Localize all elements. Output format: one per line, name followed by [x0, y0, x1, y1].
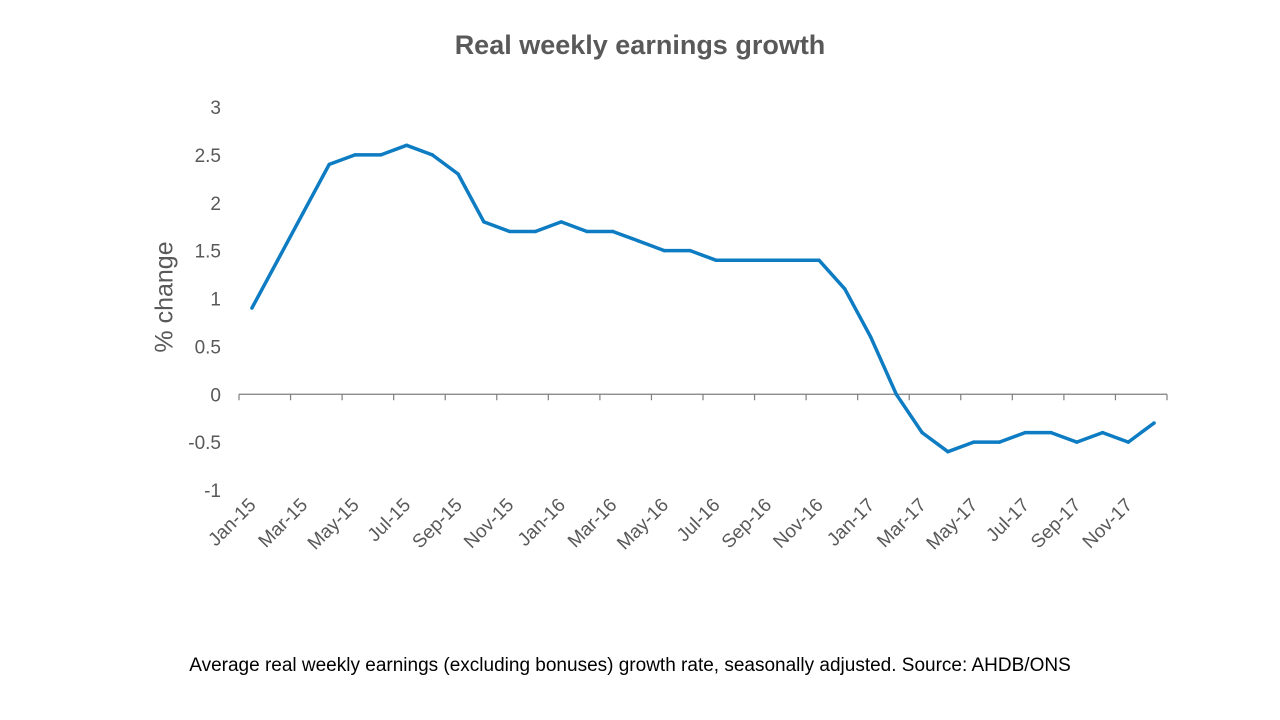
- x-tick-label: Nov-16: [769, 495, 827, 553]
- data-point: [868, 335, 873, 339]
- data-point: [327, 162, 331, 167]
- data-point: [430, 153, 435, 157]
- x-tick-label: Mar-16: [564, 495, 621, 552]
- data-point: [1100, 430, 1105, 435]
- data-point: [1023, 430, 1027, 435]
- y-tick-label: 1: [210, 290, 221, 311]
- x-tick-label: May-17: [923, 495, 983, 555]
- data-point: [533, 229, 538, 234]
- y-tick-label: -1: [204, 481, 221, 502]
- data-point: [791, 258, 795, 262]
- data-point: [714, 258, 718, 262]
- x-tick-label: Jul-16: [673, 495, 724, 546]
- y-tick-label: 3: [210, 98, 221, 119]
- x-tick-label: Sep-17: [1027, 495, 1085, 553]
- chart-title: Real weekly earnings growth: [454, 30, 826, 60]
- x-tick-label: Sep-15: [409, 495, 467, 553]
- data-point: [559, 220, 563, 224]
- y-axis-ticks: 3 2.5 2 1.5 1 0.5 0 -0.5 -1: [188, 98, 221, 502]
- x-tick-label: Jan-16: [514, 495, 570, 551]
- x-tick-label: May-16: [613, 495, 673, 555]
- data-point: [1049, 430, 1053, 435]
- x-tick-label: Nov-15: [460, 495, 518, 553]
- data-point: [301, 210, 306, 215]
- x-tick-label: Jan-17: [823, 495, 879, 551]
- x-axis: [238, 393, 1168, 401]
- x-tick-label: Jan-15: [205, 495, 261, 551]
- data-point: [739, 258, 744, 262]
- data-point: [997, 440, 1002, 444]
- data-point: [353, 153, 357, 157]
- data-point: [379, 153, 383, 157]
- data-point: [662, 248, 667, 253]
- data-point: [250, 306, 254, 310]
- data-point: [817, 258, 821, 262]
- x-tick-label: Mar-17: [873, 495, 930, 552]
- data-point: [843, 287, 847, 291]
- data-point: [611, 229, 615, 234]
- y-tick-label: 0.5: [195, 337, 221, 358]
- series-group: [250, 143, 1156, 454]
- chart-caption: Average real weekly earnings (excluding …: [189, 655, 1071, 676]
- y-tick-label: 1.5: [195, 242, 221, 263]
- data-point: [404, 143, 409, 147]
- y-tick-label: -0.5: [188, 433, 221, 454]
- y-tick-label: 2.5: [195, 146, 221, 167]
- data-point: [1152, 421, 1156, 425]
- series-line: [250, 143, 1156, 454]
- x-tick-label: Jul-15: [364, 495, 415, 546]
- data-point: [688, 248, 692, 253]
- data-point: [636, 239, 641, 243]
- data-point: [585, 229, 589, 234]
- data-point: [456, 172, 460, 176]
- x-tick-label: May-15: [304, 495, 364, 555]
- data-point: [482, 220, 486, 224]
- data-point: [894, 392, 899, 396]
- x-tick-label: Sep-16: [718, 495, 776, 553]
- x-tick-label: Jul-17: [982, 495, 1033, 546]
- y-tick-label: 0: [210, 385, 221, 406]
- data-point: [1126, 440, 1131, 444]
- data-point: [946, 450, 950, 454]
- x-tick-label: Nov-17: [1079, 495, 1137, 553]
- data-point: [275, 258, 280, 262]
- data-point: [920, 430, 924, 435]
- data-point: [971, 440, 976, 444]
- data-point: [765, 258, 770, 262]
- data-point: [507, 229, 512, 234]
- x-tick-label: Mar-15: [255, 495, 312, 552]
- y-tick-label: 2: [210, 194, 221, 215]
- data-point: [1075, 440, 1079, 444]
